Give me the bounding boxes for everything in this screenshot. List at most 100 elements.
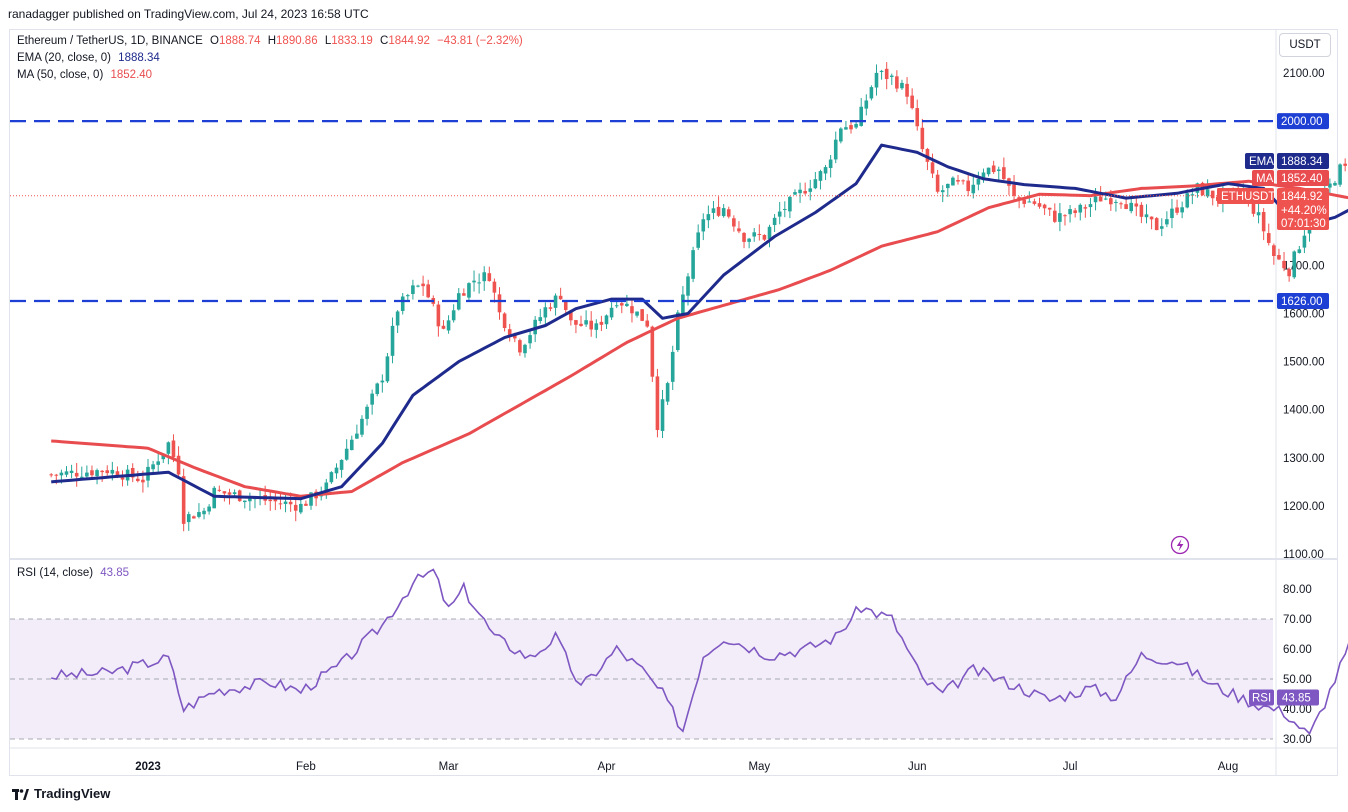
candle-body[interactable]	[757, 233, 762, 235]
candle-body[interactable]	[1205, 189, 1210, 197]
candle-body[interactable]	[1037, 203, 1042, 207]
candle-body[interactable]	[966, 180, 970, 192]
candle-body[interactable]	[227, 492, 232, 495]
candle-body[interactable]	[619, 303, 624, 306]
candle-body[interactable]	[1124, 204, 1128, 209]
candle-body[interactable]	[706, 214, 711, 221]
candle-body[interactable]	[344, 448, 349, 460]
rsi-line[interactable]	[51, 568, 1348, 736]
candle-body[interactable]	[375, 383, 380, 395]
candle-body[interactable]	[472, 280, 476, 283]
ema-legend[interactable]: EMA (20, close, 0) 1888.34	[17, 52, 164, 64]
ema20-line[interactable]	[51, 143, 1348, 501]
candle-body[interactable]	[355, 433, 359, 439]
candle-body[interactable]	[487, 273, 492, 282]
candle-body[interactable]	[1052, 210, 1057, 222]
candle-body[interactable]	[1139, 204, 1144, 217]
candle-body[interactable]	[686, 276, 690, 296]
candle-body[interactable]	[512, 333, 517, 339]
candle-body[interactable]	[940, 190, 945, 193]
candle-body[interactable]	[273, 498, 278, 502]
candle-body[interactable]	[79, 476, 84, 478]
candle-body[interactable]	[920, 127, 925, 150]
candle-body[interactable]	[584, 320, 588, 325]
candle-body[interactable]	[981, 172, 986, 181]
candle-body[interactable]	[492, 281, 497, 293]
candle-body[interactable]	[650, 326, 655, 377]
candle-body[interactable]	[716, 206, 721, 216]
candle-body[interactable]	[334, 467, 339, 474]
candle-body[interactable]	[732, 218, 736, 227]
candle-body[interactable]	[161, 453, 166, 460]
candle-body[interactable]	[563, 300, 568, 310]
candle-body[interactable]	[482, 272, 487, 282]
candle-body[interactable]	[1083, 207, 1088, 209]
candle-body[interactable]	[365, 406, 369, 419]
candle-body[interactable]	[309, 492, 313, 506]
candle-body[interactable]	[1129, 202, 1134, 212]
candle-body[interactable]	[421, 283, 425, 287]
candle-body[interactable]	[85, 472, 89, 477]
candle-body[interactable]	[788, 196, 792, 212]
candle-body[interactable]	[1103, 198, 1108, 200]
candle-body[interactable]	[349, 439, 354, 451]
candle-body[interactable]	[1093, 196, 1098, 203]
candle-body[interactable]	[1159, 226, 1164, 229]
candle-body[interactable]	[64, 471, 69, 475]
candle-body[interactable]	[197, 512, 201, 517]
candle-body[interactable]	[864, 100, 869, 109]
candle-body[interactable]	[436, 304, 441, 327]
candle-body[interactable]	[54, 474, 59, 476]
candle-body[interactable]	[569, 310, 573, 321]
candle-body[interactable]	[74, 472, 79, 477]
candle-body[interactable]	[416, 285, 420, 287]
candle-body[interactable]	[110, 469, 115, 474]
candle-body[interactable]	[141, 479, 145, 483]
candle-body[interactable]	[370, 393, 374, 405]
candle-body[interactable]	[304, 503, 308, 506]
candle-body[interactable]	[502, 313, 507, 329]
candle-body[interactable]	[823, 167, 828, 174]
candle-body[interactable]	[1261, 212, 1266, 232]
candle-body[interactable]	[737, 228, 741, 232]
candle-body[interactable]	[543, 307, 548, 318]
candle-body[interactable]	[747, 238, 751, 242]
candle-body[interactable]	[380, 380, 385, 383]
candle-body[interactable]	[528, 335, 532, 344]
candle-body[interactable]	[574, 320, 578, 325]
candle-body[interactable]	[115, 471, 120, 478]
candle-body[interactable]	[701, 219, 706, 232]
candle-body[interactable]	[915, 108, 920, 127]
candle-body[interactable]	[1098, 196, 1103, 202]
candle-body[interactable]	[1068, 209, 1072, 215]
candle-body[interactable]	[1266, 233, 1271, 243]
candle-body[interactable]	[905, 83, 909, 97]
candle-body[interactable]	[986, 167, 991, 175]
candle-body[interactable]	[976, 178, 981, 185]
candle-body[interactable]	[1180, 207, 1184, 213]
candle-body[interactable]	[1149, 216, 1154, 220]
candle-body[interactable]	[946, 183, 950, 189]
candle-body[interactable]	[523, 344, 527, 354]
candle-body[interactable]	[1302, 235, 1307, 248]
candle-body[interactable]	[691, 250, 695, 279]
candle-body[interactable]	[283, 501, 288, 504]
candle-body[interactable]	[996, 169, 1001, 171]
candle-body[interactable]	[589, 320, 594, 330]
candle-body[interactable]	[1042, 204, 1047, 209]
candle-body[interactable]	[640, 309, 644, 321]
candle-body[interactable]	[1109, 198, 1113, 205]
candle-body[interactable]	[1073, 210, 1077, 214]
candle-body[interactable]	[635, 311, 639, 316]
candle-body[interactable]	[854, 123, 858, 128]
candle-body[interactable]	[1063, 215, 1067, 217]
footer-brand[interactable]: TradingView	[12, 786, 110, 801]
candle-body[interactable]	[956, 179, 960, 182]
candle-body[interactable]	[497, 294, 502, 313]
candle-body[interactable]	[1343, 163, 1347, 166]
candle-body[interactable]	[105, 470, 110, 474]
candle-body[interactable]	[1175, 207, 1179, 213]
candle-body[interactable]	[278, 503, 283, 505]
candle-body[interactable]	[594, 323, 599, 330]
candle-body[interactable]	[609, 307, 614, 318]
